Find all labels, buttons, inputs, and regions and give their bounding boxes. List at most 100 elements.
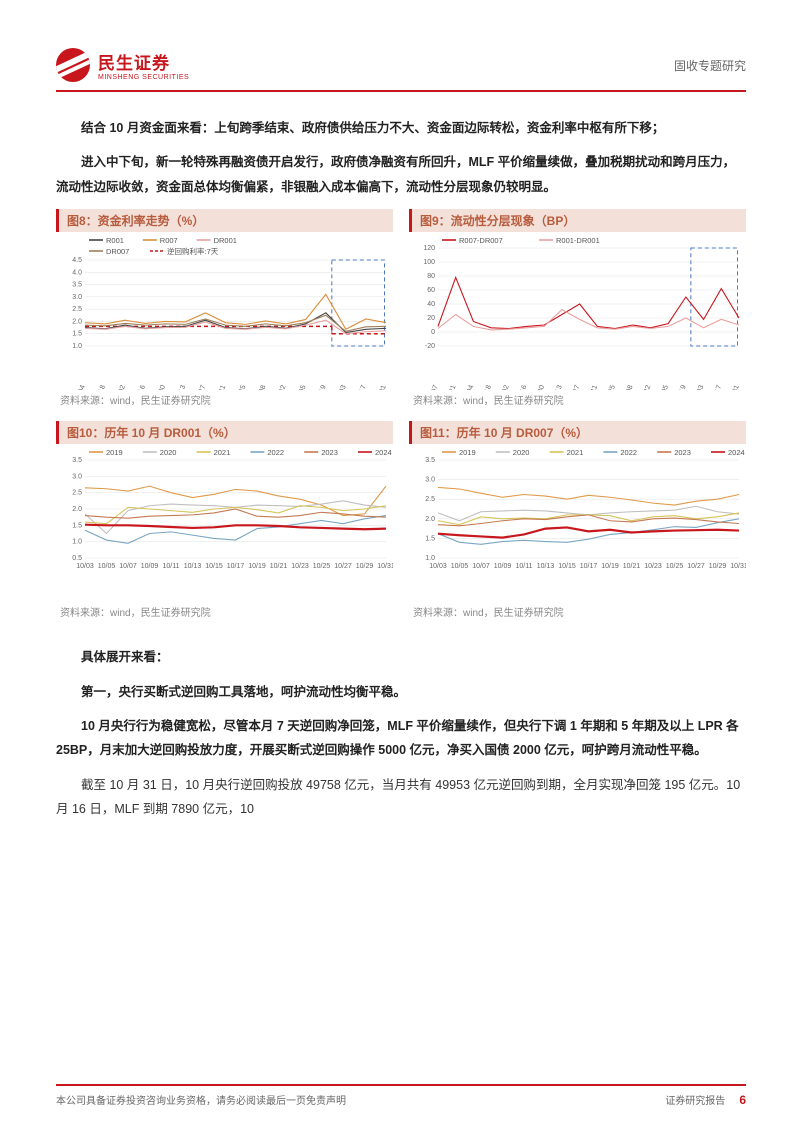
svg-text:10/11: 10/11	[516, 563, 533, 570]
svg-text:10/15: 10/15	[558, 563, 576, 570]
svg-text:3.5: 3.5	[425, 457, 435, 464]
svg-text:2022: 2022	[620, 448, 637, 457]
svg-text:10/17: 10/17	[227, 563, 245, 570]
footer-disclaimer: 本公司具备证券投资咨询业务资格，请务必阅读最后一页免责声明	[56, 1092, 346, 1107]
svg-text:10/19: 10/19	[601, 563, 619, 570]
svg-text:R001-DR001: R001-DR001	[556, 236, 600, 245]
svg-text:3.0: 3.0	[72, 294, 82, 301]
svg-text:10/09: 10/09	[494, 563, 512, 570]
svg-text:2023: 2023	[321, 448, 338, 457]
svg-text:10/21: 10/21	[270, 563, 288, 570]
para-1: 结合 10 月资金面来看：上旬跨季结束、政府债供给压力不大、资金面边际转松，资金…	[56, 116, 746, 140]
svg-text:4.0: 4.0	[72, 269, 82, 276]
svg-text:2.5: 2.5	[425, 496, 435, 503]
logo-en: MINSHENG SECURITIES	[98, 74, 189, 81]
svg-text:2.5: 2.5	[72, 490, 82, 497]
chart-9-svg: -200204060801001202024-03-072024-03-2120…	[409, 232, 746, 390]
svg-text:R001: R001	[106, 236, 124, 245]
svg-text:0.5: 0.5	[72, 555, 82, 562]
svg-text:2020: 2020	[160, 448, 177, 457]
para-5: 10 月央行行为稳健宽松，尽管本月 7 天逆回购净回笼，MLF 平价缩量续作，但…	[56, 714, 746, 763]
svg-text:3.5: 3.5	[72, 282, 82, 289]
svg-text:R007-DR007: R007-DR007	[459, 236, 503, 245]
chart-11-title: 图11：历年 10 月 DR007（%）	[409, 421, 746, 444]
chart-10-svg: 0.51.01.52.02.53.03.510/0310/0510/0710/0…	[56, 444, 393, 602]
svg-text:10/31: 10/31	[730, 563, 746, 570]
svg-text:2023: 2023	[674, 448, 691, 457]
svg-text:10/11: 10/11	[163, 563, 180, 570]
para-4: 第一，央行买断式逆回购工具落地，呵护流动性均衡平稳。	[56, 680, 746, 704]
svg-text:2019: 2019	[459, 448, 476, 457]
header-category: 固收专题研究	[674, 57, 746, 74]
svg-text:2.0: 2.0	[72, 319, 82, 326]
chart-10-source: 资料来源：wind，民生证券研究院	[56, 602, 393, 619]
svg-text:2.0: 2.0	[425, 516, 435, 523]
svg-text:10/25: 10/25	[313, 563, 331, 570]
page-header: 民生证券 MINSHENG SECURITIES 固收专题研究	[56, 48, 746, 92]
svg-text:3.0: 3.0	[72, 473, 82, 480]
svg-text:10/21: 10/21	[623, 563, 641, 570]
svg-text:逆回购利率:7天: 逆回购利率:7天	[167, 246, 219, 256]
svg-text:10/07: 10/07	[119, 563, 137, 570]
svg-text:40: 40	[427, 301, 435, 308]
svg-text:2021: 2021	[567, 448, 584, 457]
svg-text:1.0: 1.0	[72, 343, 82, 350]
svg-text:10/15: 10/15	[205, 563, 223, 570]
svg-text:1.5: 1.5	[72, 331, 82, 338]
svg-text:10/13: 10/13	[184, 563, 202, 570]
svg-text:100: 100	[423, 259, 435, 266]
svg-text:10/05: 10/05	[451, 563, 469, 570]
svg-text:10/23: 10/23	[644, 563, 662, 570]
chart-8: 图8：资金利率走势（%） 1.01.52.02.53.03.54.04.5202…	[56, 209, 393, 407]
svg-text:3.0: 3.0	[425, 477, 435, 484]
svg-text:10/19: 10/19	[248, 563, 266, 570]
svg-text:10/31: 10/31	[377, 563, 393, 570]
svg-text:10/27: 10/27	[334, 563, 352, 570]
svg-text:2021: 2021	[214, 448, 231, 457]
chart-10: 图10：历年 10 月 DR001（%） 0.51.01.52.02.53.03…	[56, 421, 393, 619]
logo-icon	[56, 48, 90, 82]
svg-text:10/09: 10/09	[141, 563, 159, 570]
svg-text:1.5: 1.5	[425, 536, 435, 543]
chart-10-title: 图10：历年 10 月 DR001（%）	[56, 421, 393, 444]
svg-text:10/17: 10/17	[580, 563, 598, 570]
para-3: 具体展开来看：	[56, 645, 746, 669]
svg-text:2024: 2024	[375, 448, 392, 457]
svg-text:20: 20	[427, 315, 435, 322]
chart-8-title: 图8：资金利率走势（%）	[56, 209, 393, 232]
footer-label: 证券研究报告	[665, 1092, 725, 1107]
svg-text:10/29: 10/29	[356, 563, 374, 570]
chart-11: 图11：历年 10 月 DR007（%） 1.0 1.5 2.0 2.5 3.0 3.5 1…	[409, 421, 746, 619]
svg-text:10/25: 10/25	[666, 563, 684, 570]
svg-text:10/13: 10/13	[537, 563, 555, 570]
svg-text:10/03: 10/03	[429, 563, 447, 570]
logo: 民生证券 MINSHENG SECURITIES	[56, 48, 189, 82]
svg-text:DR001: DR001	[214, 236, 237, 245]
svg-text:2.0: 2.0	[72, 506, 82, 513]
para-2: 进入中下旬，新一轮特殊再融资债开启发行，政府债净融资有所回升，MLF 平价缩量续…	[56, 150, 746, 199]
svg-text:10/29: 10/29	[709, 563, 727, 570]
svg-text:-20: -20	[425, 343, 435, 350]
svg-text:10/23: 10/23	[291, 563, 309, 570]
svg-text:1.0: 1.0	[72, 539, 82, 546]
logo-cn: 民生证券	[98, 49, 189, 74]
svg-text:80: 80	[427, 273, 435, 280]
svg-text:1.0: 1.0	[425, 555, 435, 562]
chart-11-svg: 1.01.52.02.53.03.510/0310/0510/0710/0910…	[409, 444, 746, 602]
svg-text:4.5: 4.5	[72, 257, 82, 264]
svg-text:1.5: 1.5	[72, 522, 82, 529]
chart-9: 图9：流动性分层现象（BP） -200204060801001202024-03…	[409, 209, 746, 407]
svg-text:2019: 2019	[106, 448, 123, 457]
chart-9-source: 资料来源：wind，民生证券研究院	[409, 390, 746, 407]
svg-text:10/27: 10/27	[687, 563, 705, 570]
svg-text:2022: 2022	[267, 448, 284, 457]
svg-text:10/05: 10/05	[98, 563, 116, 570]
svg-text:0: 0	[431, 329, 435, 336]
chart-9-title: 图9：流动性分层现象（BP）	[409, 209, 746, 232]
svg-text:60: 60	[427, 287, 435, 294]
para-6: 截至 10 月 31 日，10 月央行逆回购投放 49758 亿元，当月共有 4…	[56, 773, 746, 822]
page-number: 6	[739, 1093, 746, 1107]
svg-text:DR007: DR007	[106, 247, 129, 256]
chart-8-svg: 1.01.52.02.53.03.54.04.52024-04-042024-0…	[56, 232, 393, 390]
svg-text:120: 120	[423, 245, 435, 252]
